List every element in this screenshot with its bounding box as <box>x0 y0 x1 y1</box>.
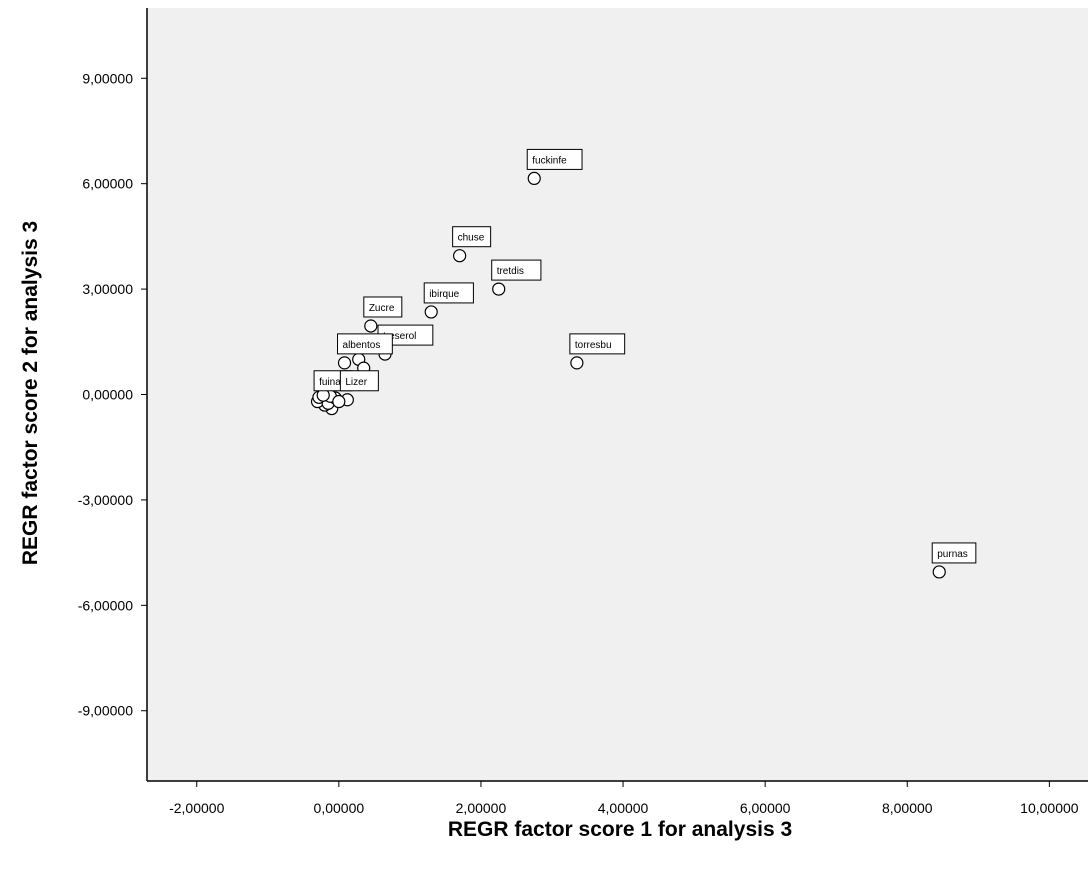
point-label-box <box>526 148 583 170</box>
x-tick-label: 10,00000 <box>1020 800 1079 816</box>
x-axis-title: REGR factor score 1 for analysis 3 <box>448 818 792 841</box>
point-label-box <box>423 282 474 304</box>
point-label: albentos <box>337 333 393 355</box>
point-label: fuckinfe <box>526 148 583 170</box>
point-label: ibirque <box>423 282 474 304</box>
point-label-text: treserol <box>383 331 416 342</box>
point-label: torresbu <box>569 333 626 355</box>
data-point <box>932 565 946 579</box>
point-label-box <box>339 370 379 392</box>
x-tick-label: 8,00000 <box>882 800 933 816</box>
y-tick-label: -9,00000 <box>78 703 133 719</box>
point-label-text: fuina <box>319 377 341 388</box>
data-point <box>337 356 352 370</box>
y-tick-label: 3,00000 <box>82 281 133 297</box>
y-ticks: 9,00000 6,00000 3,00000 0,00000 -3,00000 -6,0… <box>78 70 147 719</box>
point-label-text: chuse <box>458 233 485 244</box>
labels-layer: fuckinfe chuse tretdis ibirque Zucre torresbu… <box>313 148 977 564</box>
y-tick-label: -6,00000 <box>78 597 133 613</box>
y-tick-label: -3,00000 <box>78 492 133 508</box>
point-label: Zucre <box>363 296 403 318</box>
data-point <box>453 249 467 263</box>
data-point <box>570 356 584 370</box>
data-point <box>492 282 506 296</box>
point-label-text: purnas <box>937 549 968 560</box>
point-label: purnas <box>931 542 977 564</box>
point-label-text: tretdis <box>497 266 524 277</box>
point-label-box <box>452 226 492 248</box>
point-label-text: ibirque <box>429 289 459 300</box>
x-ticks: -2,00000 0,00000 2,00000 4,00000 6,00000 8,00… <box>169 781 1079 816</box>
y-tick-label: 9,00000 <box>82 70 133 86</box>
x-tick-label: 6,00000 <box>740 800 791 816</box>
point-label-box <box>569 333 626 355</box>
x-tick-label: -2,00000 <box>169 800 224 816</box>
data-point <box>332 394 346 409</box>
point-label-text: Lizer <box>345 377 367 388</box>
point-label-box <box>491 259 542 281</box>
data-point <box>364 319 378 333</box>
y-axis-title: REGR factor score 2 for analysis 3 <box>19 221 42 565</box>
point-label-box <box>931 542 977 564</box>
point-label-text: torresbu <box>575 340 612 351</box>
point-label-box <box>363 296 403 318</box>
point-label: Lizer <box>339 370 379 392</box>
x-tick-label: 2,00000 <box>456 800 507 816</box>
plot-area <box>147 8 1088 781</box>
point-label-box <box>337 333 393 355</box>
x-tick-label: 0,00000 <box>314 800 365 816</box>
x-tick-label: 4,00000 <box>598 800 649 816</box>
data-point <box>424 305 438 319</box>
point-label: tretdis <box>491 259 542 281</box>
data-point <box>527 171 541 186</box>
y-tick-label: 0,00000 <box>82 387 133 403</box>
point-label-text: fuckinfe <box>532 155 567 166</box>
y-tick-label: 6,00000 <box>82 176 133 192</box>
point-label-text: Zucre <box>369 303 395 314</box>
point-label: chuse <box>452 226 492 248</box>
point-label-text: albentos <box>343 340 381 351</box>
